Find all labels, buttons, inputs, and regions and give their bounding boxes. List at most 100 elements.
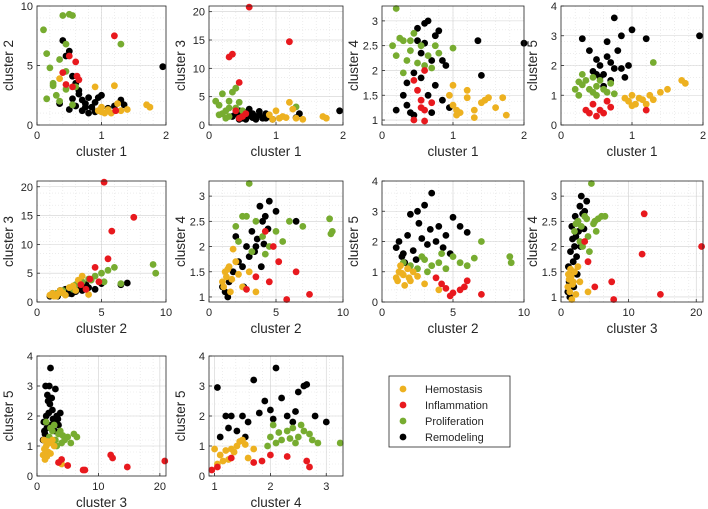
- x-tick-label: 0: [379, 307, 385, 319]
- data-point-remodeling: [229, 268, 237, 276]
- data-point-remodeling: [596, 62, 604, 69]
- data-point-remodeling: [233, 427, 241, 435]
- y-tick-label: 2: [199, 411, 205, 423]
- data-point-proliferation: [449, 253, 457, 260]
- data-point-remodeling: [569, 258, 577, 266]
- data-point-remodeling: [449, 213, 457, 221]
- data-point-hemostasis: [289, 105, 297, 113]
- y-tick-label: 2: [199, 242, 205, 254]
- data-point-remodeling: [227, 412, 235, 420]
- data-point-proliferation: [279, 238, 287, 245]
- data-point-proliferation: [272, 439, 280, 447]
- y-axis-label: cluster 4: [346, 40, 361, 92]
- data-point-proliferation: [575, 78, 583, 86]
- legend-marker-proliferation: [399, 417, 407, 425]
- data-point-hemostasis: [394, 277, 401, 285]
- data-point-proliferation: [283, 427, 291, 435]
- data-point-proliferation: [424, 268, 431, 276]
- y-tick-label: 0: [199, 471, 205, 483]
- data-point-remodeling: [261, 397, 269, 405]
- data-point-hemostasis: [286, 98, 293, 106]
- data-point-proliferation: [575, 91, 583, 99]
- data-point-remodeling: [431, 81, 439, 89]
- data-point-proliferation: [601, 212, 609, 220]
- data-point-remodeling: [442, 232, 450, 239]
- data-point-remodeling: [576, 202, 584, 210]
- data-point-hemostasis: [414, 272, 421, 280]
- x-tick-label: 10: [337, 307, 349, 319]
- data-point-inflammation: [229, 50, 236, 58]
- data-point-hemostasis: [50, 442, 58, 450]
- data-point-hemostasis: [272, 107, 280, 115]
- data-point-remodeling: [414, 37, 421, 45]
- data-point-proliferation: [421, 62, 428, 69]
- data-point-remodeling: [65, 47, 73, 55]
- data-point-proliferation: [117, 40, 125, 48]
- data-point-remodeling: [49, 415, 57, 423]
- data-point-inflammation: [283, 296, 291, 303]
- data-point-remodeling: [261, 212, 269, 220]
- data-point-hemostasis: [639, 96, 646, 104]
- data-point-hemostasis: [216, 451, 224, 459]
- data-point-proliferation: [417, 42, 425, 50]
- x-tick-label: 0: [558, 130, 564, 142]
- legend-label-hemostasis: Hemostasis: [425, 384, 483, 396]
- data-point-remodeling: [439, 57, 446, 64]
- legend-label-inflammation: Inflammation: [425, 400, 488, 412]
- data-point-remodeling: [428, 109, 436, 116]
- data-point-proliferation: [588, 180, 595, 187]
- data-point-proliferation: [49, 82, 57, 90]
- data-point-proliferation: [300, 427, 308, 435]
- y-tick-label: 4: [27, 351, 33, 363]
- y-tick-label: 2.5: [363, 41, 378, 53]
- x-tick-label: 5: [273, 307, 279, 319]
- x-axis-label: cluster 3: [76, 495, 127, 509]
- data-point-inflammation: [306, 463, 313, 471]
- data-point-proliferation: [431, 42, 439, 50]
- data-point-inflammation: [123, 463, 131, 471]
- data-point-remodeling: [260, 240, 268, 248]
- data-point-remodeling: [431, 32, 439, 40]
- data-point-hemostasis: [463, 94, 471, 102]
- data-point-inflammation: [250, 459, 258, 466]
- data-point-hemostasis: [78, 272, 86, 280]
- data-point-remodeling: [439, 96, 446, 104]
- x-tick-label: 0: [34, 130, 40, 142]
- x-tick-label: 1: [212, 481, 218, 493]
- data-point-inflammation: [130, 213, 138, 221]
- data-point-proliferation: [215, 111, 223, 119]
- data-point-inflammation: [232, 107, 240, 115]
- data-point-remodeling: [456, 223, 464, 230]
- data-point-hemostasis: [98, 103, 105, 111]
- data-point-remodeling: [412, 256, 420, 263]
- data-point-remodeling: [123, 279, 131, 287]
- y-tick-label: 15: [21, 211, 33, 223]
- data-point-remodeling: [404, 232, 411, 239]
- y-tick-label: 0: [27, 471, 33, 483]
- data-point-hemostasis: [569, 281, 576, 288]
- data-point-remodeling: [442, 62, 450, 69]
- data-point-proliferation: [248, 248, 256, 256]
- x-axis-label: cluster 1: [76, 144, 127, 159]
- data-point-hemostasis: [572, 291, 580, 298]
- data-point-inflammation: [414, 86, 421, 94]
- x-tick-label: 1: [273, 130, 279, 142]
- data-point-hemostasis: [398, 269, 406, 277]
- data-point-hemostasis: [584, 288, 592, 296]
- data-point-proliferation: [571, 228, 578, 235]
- data-point-hemostasis: [220, 283, 228, 291]
- data-point-hemostasis: [446, 91, 453, 99]
- data-point-hemostasis: [649, 96, 657, 104]
- data-point-hemostasis: [241, 441, 249, 448]
- x-tick-label: 10: [160, 307, 172, 319]
- data-point-hemostasis: [404, 265, 411, 273]
- x-tick-label: 10: [92, 481, 104, 493]
- y-tick-label: 3: [199, 381, 205, 393]
- data-point-proliferation: [56, 56, 63, 63]
- data-point-inflammation: [603, 97, 611, 105]
- data-point-remodeling: [426, 226, 434, 233]
- data-point-remodeling: [403, 101, 411, 109]
- legend-marker-remodeling: [399, 433, 407, 441]
- x-tick-label: 2: [163, 130, 169, 142]
- data-point-hemostasis: [576, 278, 584, 286]
